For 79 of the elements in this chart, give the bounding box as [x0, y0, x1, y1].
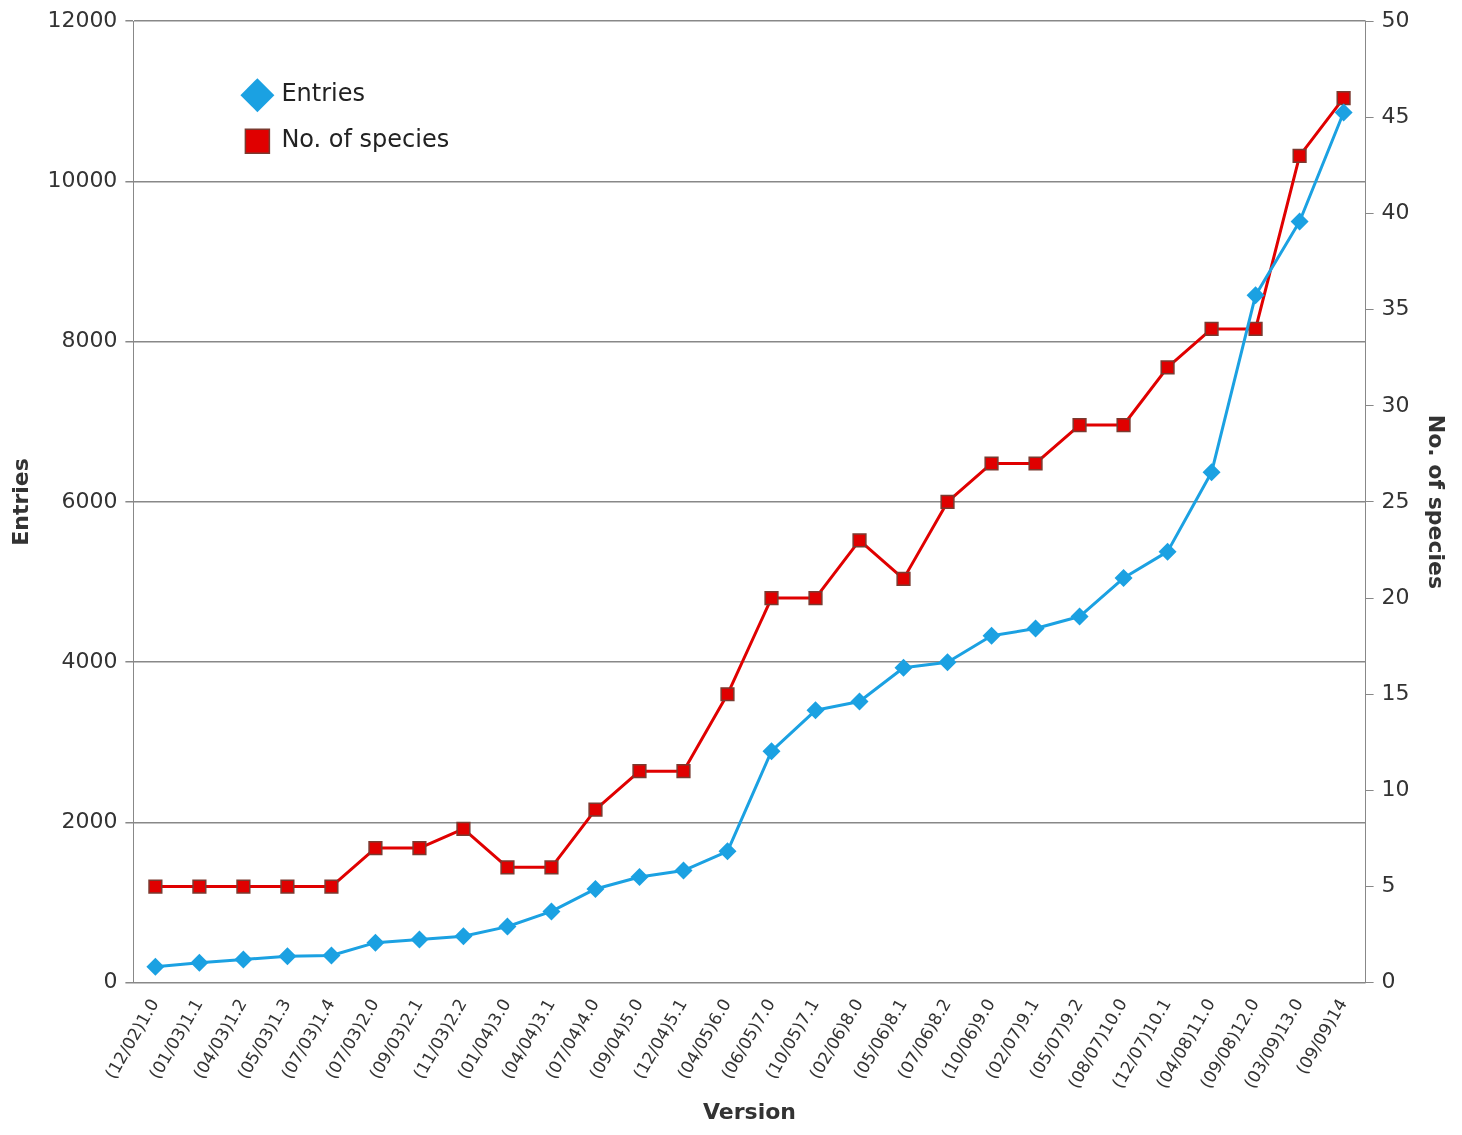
y2-tick-label: 35 [1381, 295, 1410, 321]
point [500, 860, 515, 875]
point [410, 930, 429, 949]
point [322, 946, 341, 965]
point [1160, 360, 1175, 375]
point [1114, 569, 1133, 588]
x-axis-title: Version [702, 1098, 796, 1124]
point [542, 902, 561, 921]
point [764, 590, 779, 606]
point [940, 494, 955, 510]
point [1246, 286, 1265, 305]
point [1070, 607, 1089, 626]
point [1290, 212, 1309, 231]
point [324, 879, 339, 894]
y2-tick-label: 40 [1381, 199, 1410, 225]
point [896, 571, 911, 586]
point [366, 933, 385, 952]
y2-tick-label: 25 [1381, 487, 1410, 513]
point [938, 653, 957, 672]
legend-label: No. of species [281, 125, 450, 154]
point [718, 842, 737, 861]
point [720, 687, 735, 702]
point [586, 879, 605, 898]
y-tick-label: 8000 [61, 327, 118, 353]
point [982, 626, 1001, 645]
y2-tick-label: 15 [1381, 679, 1410, 705]
point [192, 879, 207, 894]
point [456, 821, 471, 836]
point [1202, 463, 1221, 482]
point [1248, 321, 1263, 336]
point [674, 861, 693, 880]
y-tick-label: 2000 [61, 808, 118, 834]
y2-tick-label: 5 [1381, 872, 1396, 898]
point [630, 867, 649, 886]
y-tick-label: 0 [103, 968, 118, 994]
point [852, 533, 867, 548]
y2-tick-label: 0 [1381, 968, 1396, 994]
point [148, 879, 163, 894]
point [412, 840, 427, 856]
point [808, 590, 823, 606]
y2-tick-label: 10 [1381, 776, 1410, 802]
point [762, 742, 781, 761]
point [1334, 103, 1353, 122]
y2-tick-label: 30 [1381, 391, 1410, 417]
point [1072, 417, 1087, 433]
point [1336, 91, 1351, 106]
point [146, 957, 165, 976]
y2-tick-label: 45 [1381, 103, 1410, 129]
point [1204, 321, 1219, 336]
point [1292, 148, 1307, 163]
point [806, 701, 825, 720]
point [1158, 542, 1177, 561]
legend-label: Entries [281, 79, 365, 108]
point [236, 879, 251, 894]
point [498, 917, 517, 936]
point [588, 802, 603, 817]
point [368, 840, 383, 856]
y-tick-label: 10000 [47, 167, 118, 193]
point [454, 927, 473, 946]
point [1116, 417, 1131, 433]
point [1026, 619, 1045, 638]
y-tick-label: 4000 [61, 647, 118, 673]
point [894, 658, 913, 677]
point [280, 879, 295, 894]
point [190, 953, 209, 972]
y-tick-label: 6000 [61, 487, 118, 513]
point [676, 764, 691, 779]
y-tick-label: 12000 [47, 6, 118, 32]
point [984, 456, 999, 471]
point [632, 764, 647, 779]
point [278, 947, 297, 966]
y2-tick-label: 50 [1381, 6, 1410, 32]
y-axis-title: Entries [7, 458, 33, 546]
point [544, 860, 559, 875]
point [234, 950, 253, 969]
point [850, 692, 869, 711]
y2-axis-title: No. of species [1424, 414, 1450, 590]
point [1028, 456, 1043, 471]
y2-tick-label: 20 [1381, 583, 1410, 609]
